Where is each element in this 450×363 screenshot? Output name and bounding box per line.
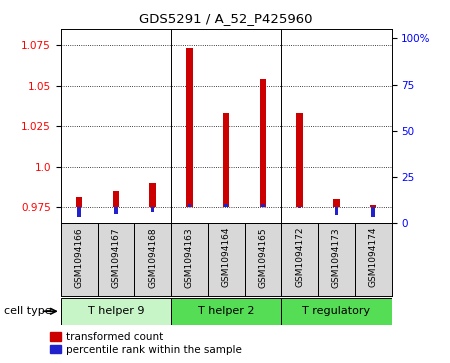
Bar bbox=[261, 204, 265, 207]
Bar bbox=[244, 223, 281, 296]
Bar bbox=[224, 204, 228, 207]
Bar bbox=[77, 207, 81, 217]
Text: T helper 9: T helper 9 bbox=[88, 306, 144, 316]
Bar bbox=[171, 223, 208, 296]
Bar bbox=[281, 298, 392, 325]
Bar bbox=[223, 113, 230, 207]
Legend: transformed count, percentile rank within the sample: transformed count, percentile rank withi… bbox=[50, 332, 242, 355]
Bar bbox=[76, 197, 82, 207]
Bar bbox=[371, 207, 375, 217]
Bar bbox=[134, 223, 171, 296]
Text: GSM1094166: GSM1094166 bbox=[75, 227, 84, 287]
Text: GSM1094167: GSM1094167 bbox=[112, 227, 121, 287]
Bar bbox=[370, 205, 377, 207]
Text: T helper 2: T helper 2 bbox=[198, 306, 254, 316]
Bar bbox=[61, 223, 98, 296]
Text: GSM1094165: GSM1094165 bbox=[258, 227, 267, 287]
Bar bbox=[298, 207, 302, 208]
Title: GDS5291 / A_52_P425960: GDS5291 / A_52_P425960 bbox=[140, 12, 313, 25]
Text: cell type: cell type bbox=[4, 306, 52, 316]
Bar bbox=[151, 207, 154, 212]
Bar bbox=[112, 191, 119, 207]
Text: GSM1094172: GSM1094172 bbox=[295, 227, 304, 287]
Text: GSM1094174: GSM1094174 bbox=[369, 227, 378, 287]
Bar bbox=[114, 207, 118, 213]
Text: T regulatory: T regulatory bbox=[302, 306, 370, 316]
Text: GSM1094173: GSM1094173 bbox=[332, 227, 341, 287]
Bar bbox=[171, 298, 281, 325]
Bar bbox=[149, 183, 156, 207]
Text: GSM1094163: GSM1094163 bbox=[185, 227, 194, 287]
Bar bbox=[188, 204, 191, 207]
Bar bbox=[208, 223, 244, 296]
Bar bbox=[333, 199, 340, 207]
Text: GSM1094168: GSM1094168 bbox=[148, 227, 157, 287]
Bar bbox=[355, 223, 392, 296]
Text: GSM1094164: GSM1094164 bbox=[221, 227, 230, 287]
Bar bbox=[281, 223, 318, 296]
Bar bbox=[260, 79, 266, 207]
Bar bbox=[334, 207, 338, 216]
Bar bbox=[296, 113, 303, 207]
Bar bbox=[318, 223, 355, 296]
Bar bbox=[186, 49, 193, 207]
Bar bbox=[98, 223, 134, 296]
Bar bbox=[61, 298, 171, 325]
